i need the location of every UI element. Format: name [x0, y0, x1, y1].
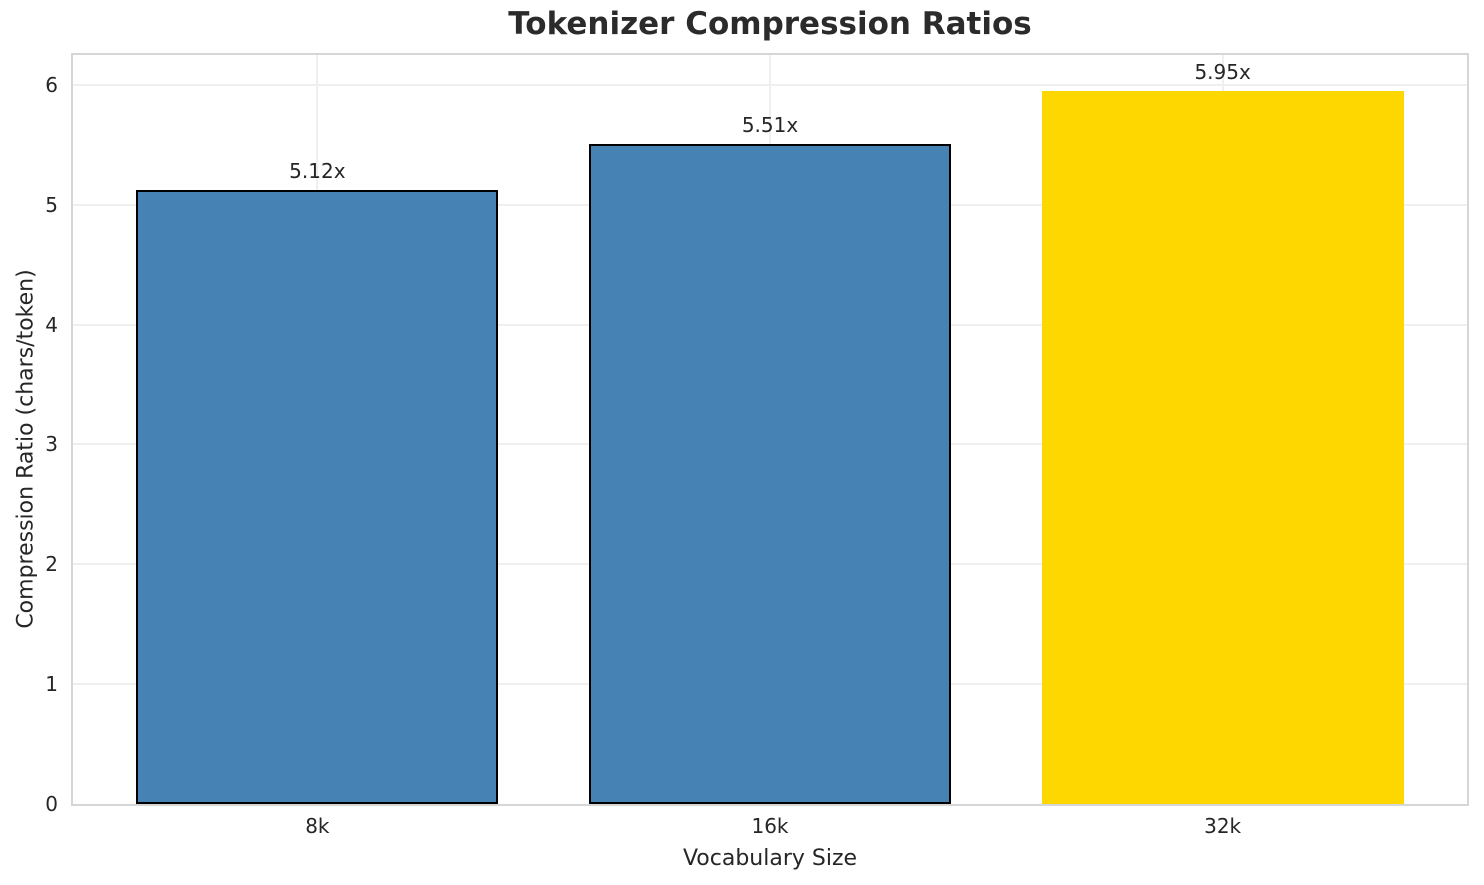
bar-8k — [136, 190, 499, 804]
y-tick-label: 2 — [45, 552, 58, 577]
bar-value-label: 5.12x — [289, 159, 346, 184]
y-tick-label: 0 — [45, 792, 58, 816]
bar-16k — [588, 143, 951, 804]
x-tick-label-8k: 8k — [305, 814, 330, 838]
y-tick-label: 1 — [45, 672, 58, 697]
plot-area: 5.12x 5.51x 5.95x — [71, 53, 1469, 806]
x-tick-label-16k: 16k — [751, 814, 789, 838]
y-tick-label: 5 — [45, 192, 58, 217]
y-tick-label: 6 — [45, 72, 58, 97]
y-tick-label: 4 — [45, 312, 58, 337]
bar-value-label: 5.51x — [741, 112, 799, 137]
bar-value-label: 5.95x — [1194, 59, 1251, 84]
bar-32k — [1041, 90, 1404, 804]
chart-title: Tokenizer Compression Ratios — [508, 6, 1032, 42]
x-axis-label: Vocabulary Size — [682, 846, 858, 871]
x-tick-label-32k: 32k — [1204, 814, 1242, 838]
y-tick-label: 3 — [45, 432, 58, 457]
